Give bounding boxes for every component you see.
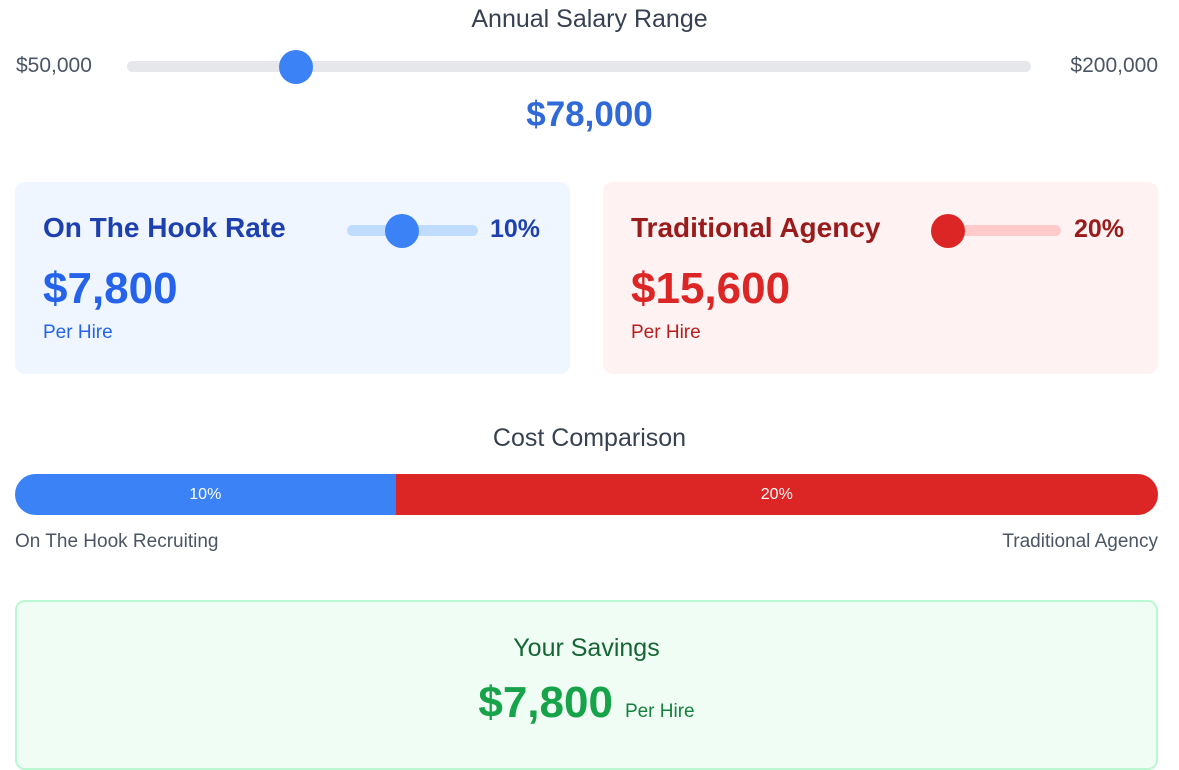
hook-cost-segment-label: 10%: [189, 485, 222, 503]
salary-slider-thumb[interactable]: [278, 49, 313, 84]
hook-caption: On The Hook Recruiting: [15, 531, 219, 552]
agency-cost-segment-label: 20%: [760, 485, 793, 503]
salary-max-label: $200,000: [1070, 54, 1158, 77]
cost-comparison-bar: 10% 20%: [15, 474, 1158, 515]
salary-min-label: $50,000: [16, 54, 92, 77]
agency-rate-title: Traditional Agency: [631, 212, 881, 243]
hook-cost-segment: 10%: [15, 474, 396, 515]
savings-per-hire-label: Per Hire: [624, 701, 695, 722]
agency-rate-card: Traditional Agency 20% $15,600 Per Hire: [603, 182, 1158, 374]
hook-rate-slider-thumb[interactable]: [385, 213, 420, 248]
agency-cost-segment: 20%: [395, 474, 1158, 515]
agency-caption: Traditional Agency: [1002, 531, 1158, 552]
savings-amount: $7,800: [478, 678, 613, 727]
hook-rate-value: 10%: [490, 215, 541, 243]
hook-rate-card: On The Hook Rate 10% $7,800 Per Hire: [15, 182, 570, 374]
salary-value: $78,000: [526, 95, 653, 134]
cost-comparison-title: Cost Comparison: [492, 424, 687, 452]
hook-rate-title: On The Hook Rate: [43, 212, 286, 243]
agency-rate-slider-thumb[interactable]: [930, 213, 965, 248]
savings-panel: Your Savings $7,800 Per Hire: [15, 600, 1158, 770]
salary-slider[interactable]: [127, 49, 1031, 84]
hook-per-hire-label: Per Hire: [43, 322, 113, 343]
hook-fee-amount: $7,800: [43, 264, 178, 313]
savings-title: Your Savings: [513, 634, 660, 662]
agency-per-hire-label: Per Hire: [631, 322, 701, 343]
salary-range-title: Annual Salary Range: [471, 5, 708, 33]
agency-rate-value: 20%: [1074, 215, 1125, 243]
hook-rate-slider[interactable]: [347, 213, 478, 248]
agency-rate-slider[interactable]: [930, 213, 1061, 248]
agency-fee-amount: $15,600: [631, 264, 791, 313]
savings-row: $7,800 Per Hire: [17, 678, 1156, 728]
